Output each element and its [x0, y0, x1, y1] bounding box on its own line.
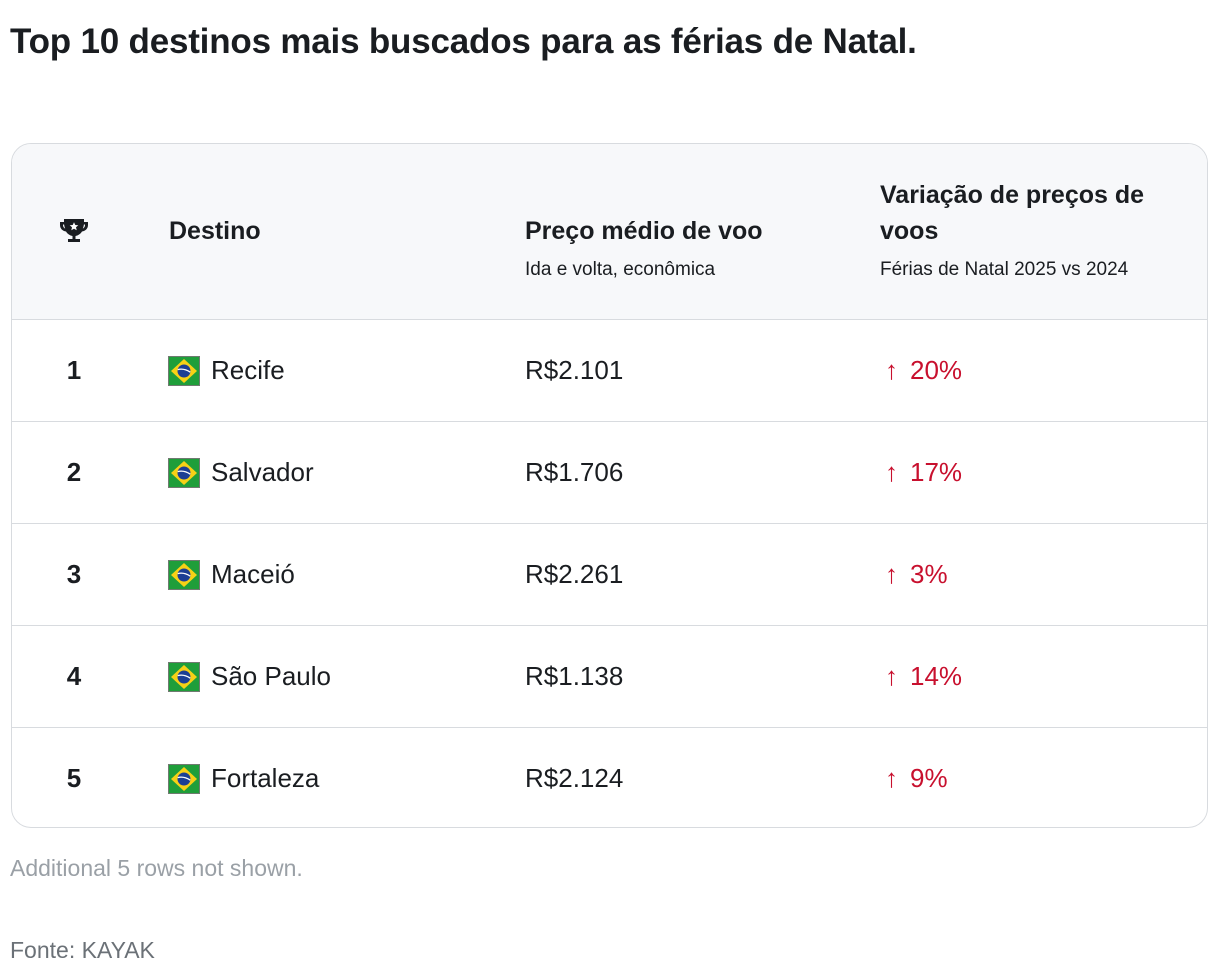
- change-cell: ↑ 14%: [885, 626, 962, 727]
- change-value: 9%: [910, 763, 948, 793]
- rows-hidden-note: Additional 5 rows not shown.: [10, 855, 303, 881]
- source-credit: Fonte: KAYAK: [10, 937, 155, 963]
- price-cell: R$1.138: [525, 661, 624, 691]
- header-variation-subtitle: Férias de Natal 2025 vs 2024: [880, 259, 1129, 280]
- table-row: 3 Maceió R$2.261 ↑ 3%: [12, 524, 1207, 626]
- table-row: 1 Recife R$2.101 ↑ 20%: [12, 320, 1207, 422]
- brazil-flag-icon: [168, 457, 200, 488]
- rank-cell: 1: [66, 355, 82, 385]
- table-row: 2 Salvador R$1.706 ↑ 17%: [12, 422, 1207, 524]
- price-cell: R$2.261: [525, 559, 624, 589]
- header-variation: Variação de preços de voos: [880, 181, 1145, 245]
- change-value: 20%: [910, 355, 963, 385]
- price-cell: R$1.706: [525, 457, 624, 487]
- table-row: 4 São Paulo R$1.138 ↑ 14%: [12, 626, 1207, 728]
- header-destination: Destino: [169, 217, 261, 245]
- arrow-up-icon: ↑: [885, 559, 898, 589]
- rank-cell: 2: [66, 457, 82, 487]
- table-row: 5 Fortaleza R$2.124 ↑ 9%: [12, 728, 1207, 827]
- destination-name: Maceió: [211, 559, 295, 589]
- table-body: 1 Recife R$2.101 ↑ 20% 2 Salvador R$1.70…: [12, 320, 1207, 827]
- rank-cell: 3: [66, 559, 82, 589]
- price-cell: R$2.101: [525, 355, 624, 385]
- destination-cell: Salvador: [168, 422, 314, 523]
- brazil-flag-icon: [168, 355, 200, 386]
- destination-name: Salvador: [211, 457, 314, 487]
- arrow-up-icon: ↑: [885, 661, 898, 691]
- destination-cell: São Paulo: [168, 626, 331, 727]
- destination-cell: Maceió: [168, 524, 295, 625]
- table-header: Destino Preço médio de voo Ida e volta, …: [12, 144, 1207, 320]
- arrow-up-icon: ↑: [885, 355, 898, 385]
- price-cell: R$2.124: [525, 763, 624, 793]
- brazil-flag-icon: [168, 661, 200, 692]
- destination-cell: Fortaleza: [168, 728, 320, 827]
- change-value: 3%: [910, 559, 948, 589]
- change-value: 17%: [910, 457, 963, 487]
- arrow-up-icon: ↑: [885, 457, 898, 487]
- destination-name: Recife: [211, 355, 285, 385]
- rank-cell: 4: [66, 661, 82, 691]
- change-value: 14%: [910, 661, 963, 691]
- destinations-table: Destino Preço médio de voo Ida e volta, …: [11, 143, 1208, 828]
- change-cell: ↑ 9%: [885, 728, 948, 827]
- trophy-icon: [60, 219, 88, 242]
- destination-name: São Paulo: [211, 661, 331, 691]
- change-cell: ↑ 3%: [885, 524, 948, 625]
- destination-cell: Recife: [168, 320, 285, 421]
- destination-name: Fortaleza: [211, 763, 320, 793]
- brazil-flag-icon: [168, 559, 200, 590]
- brazil-flag-icon: [168, 763, 200, 794]
- header-price-subtitle: Ida e volta, econômica: [525, 259, 716, 280]
- change-cell: ↑ 20%: [885, 320, 962, 421]
- page-title: Top 10 destinos mais buscados para as fé…: [10, 22, 917, 61]
- arrow-up-icon: ↑: [885, 763, 898, 793]
- change-cell: ↑ 17%: [885, 422, 962, 523]
- header-price: Preço médio de voo: [525, 217, 763, 245]
- rank-cell: 5: [66, 763, 82, 793]
